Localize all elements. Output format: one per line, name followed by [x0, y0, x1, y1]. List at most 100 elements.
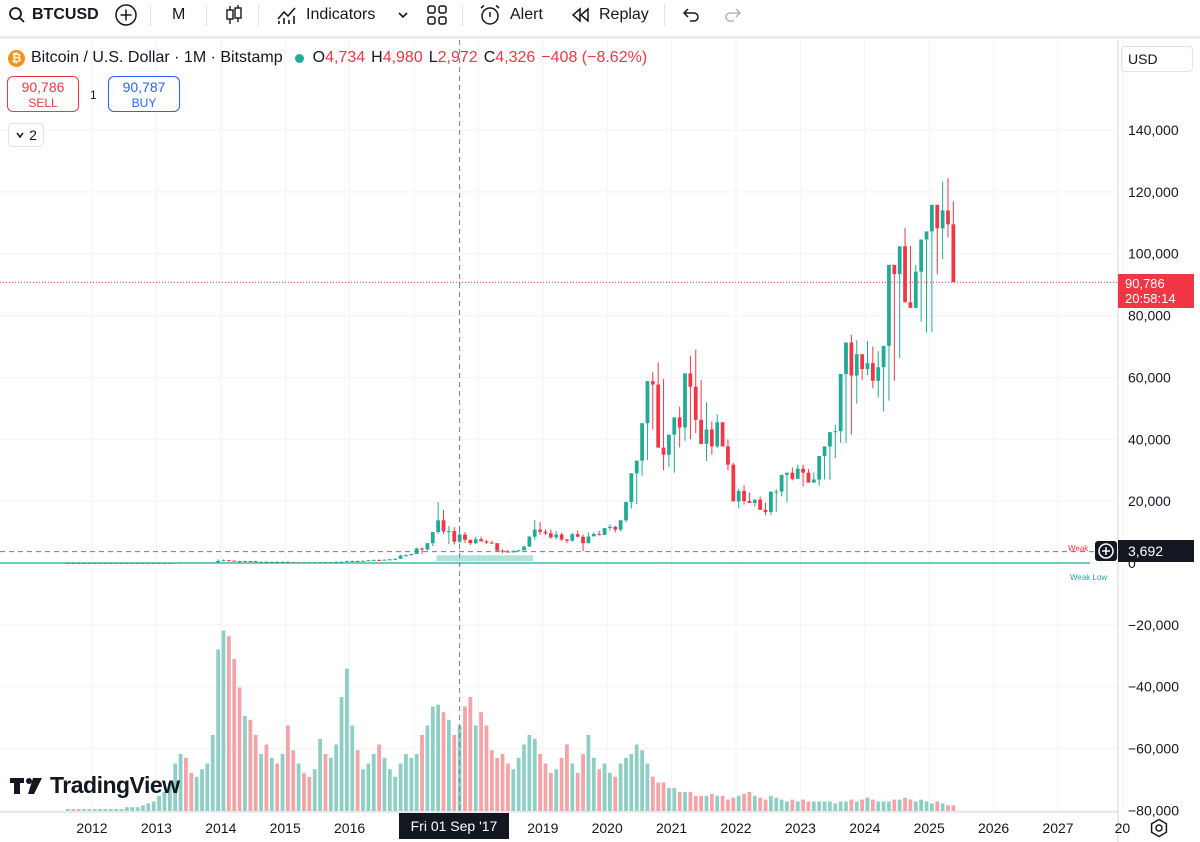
replay-button[interactable]: Replay: [570, 3, 649, 27]
add-circle-icon: [1098, 543, 1114, 559]
compare-symbol-button[interactable]: [114, 3, 138, 27]
volume-bar: [806, 801, 811, 811]
volume-bar: [763, 799, 768, 811]
interval-label: M: [172, 6, 186, 23]
volume-bar: [575, 773, 580, 811]
volume-bar: [151, 801, 156, 811]
indicators-button[interactable]: Indicators: [276, 3, 375, 27]
candle-body: [763, 509, 768, 512]
redo-button[interactable]: [723, 3, 743, 27]
interval-button[interactable]: M: [172, 3, 185, 27]
time-tick-label: 2016: [334, 820, 365, 836]
volume-bar: [473, 725, 478, 811]
candle-body: [575, 534, 580, 537]
time-tick-label: 2024: [849, 820, 880, 836]
volume-bar: [795, 801, 800, 811]
candle-body: [650, 381, 655, 385]
legend-title[interactable]: Bitcoin / U.S. Dollar · 1M · Bitstamp: [31, 49, 283, 66]
volume-bar: [897, 799, 902, 811]
candle-body: [366, 560, 371, 562]
candle-body: [452, 531, 457, 542]
indicators-collapse-button[interactable]: 2: [8, 123, 44, 147]
currency-selector[interactable]: USD: [1121, 46, 1193, 72]
candle-body: [897, 246, 902, 275]
toolbar-bottom-border: [0, 36, 1200, 39]
volume-bar: [339, 697, 344, 811]
candle-body: [489, 542, 494, 544]
settings-icon[interactable]: [1149, 818, 1169, 838]
volume-bar: [328, 757, 333, 811]
tradingview-logo[interactable]: TradingView: [10, 772, 180, 799]
volume-bar: [404, 754, 408, 811]
candle-body: [801, 468, 805, 473]
volume-bar: [511, 769, 516, 811]
candle-body: [785, 472, 789, 475]
candle-body: [903, 246, 907, 303]
time-tick-label: 2019: [527, 820, 558, 836]
volume-bar: [656, 782, 661, 811]
range-band: [436, 555, 534, 562]
legend-open-key: O: [312, 49, 326, 66]
volume-bar: [790, 799, 795, 811]
indicators-dropdown[interactable]: [396, 3, 410, 27]
candle-body: [248, 561, 253, 563]
volume-bar: [543, 763, 548, 811]
candle-body: [387, 559, 392, 561]
volume-bar: [854, 801, 859, 811]
volume-bar: [114, 809, 119, 811]
candle-body: [795, 468, 800, 479]
candle-body: [500, 550, 505, 552]
volume-bar: [554, 769, 559, 811]
volume-bar: [516, 757, 521, 811]
volume-bar: [506, 763, 510, 811]
volume-bar: [720, 795, 725, 811]
volume-bar: [548, 773, 553, 811]
last-price-value: 90,786: [1125, 276, 1165, 291]
toolbar-divider: [206, 4, 207, 26]
volume-bar: [146, 803, 151, 811]
volume-bar: [522, 744, 526, 811]
symbol-search-button[interactable]: BTCUSD: [8, 3, 99, 27]
candle-body: [677, 417, 682, 428]
candle-body: [371, 559, 376, 561]
sell-button[interactable]: 90,786 SELL: [7, 76, 79, 112]
volume-bar: [591, 757, 596, 811]
volume-bar: [672, 788, 677, 811]
crosshair-price-label: 3,692: [1118, 540, 1194, 562]
volume-bar: [559, 757, 564, 811]
alert-button[interactable]: Alert: [478, 3, 543, 27]
volume-bar: [570, 763, 575, 811]
undo-button[interactable]: [681, 3, 701, 27]
candle-body: [216, 560, 220, 563]
candle-body: [473, 539, 478, 544]
toolbar-divider: [150, 4, 151, 26]
price-axis[interactable]: 140,000 120,000 100,000 80,000 60,000 40,000 2…: [1128, 122, 1179, 818]
candle-body: [683, 373, 687, 428]
time-axis[interactable]: 2012201320142015201620172018201920202021…: [76, 820, 1130, 836]
candle-body: [838, 374, 843, 432]
rewind-icon: [571, 7, 589, 23]
add-price-button[interactable]: [1095, 541, 1117, 561]
layouts-button[interactable]: [426, 3, 448, 27]
buy-button[interactable]: 90,787 BUY: [108, 76, 180, 112]
volume-bar: [747, 792, 752, 811]
volume-bar: [286, 725, 290, 811]
candle-body: [538, 529, 542, 532]
order-quantity[interactable]: 1: [90, 88, 97, 102]
volume-bar: [157, 795, 161, 811]
volume-bar: [323, 754, 328, 811]
candle-body: [736, 490, 741, 502]
market-status-icon[interactable]: [294, 53, 304, 63]
sell-label: SELL: [28, 96, 58, 110]
volume-bar: [645, 763, 650, 811]
time-tick-label: 2026: [978, 820, 1009, 836]
volume-bar: [409, 757, 414, 811]
candle-body: [275, 561, 280, 563]
volume-bar: [677, 792, 682, 811]
candle-body: [355, 560, 360, 562]
candle-body: [758, 499, 763, 510]
chart-type-button[interactable]: [224, 3, 244, 27]
candle-body: [286, 561, 290, 563]
volume-bar: [82, 809, 86, 811]
